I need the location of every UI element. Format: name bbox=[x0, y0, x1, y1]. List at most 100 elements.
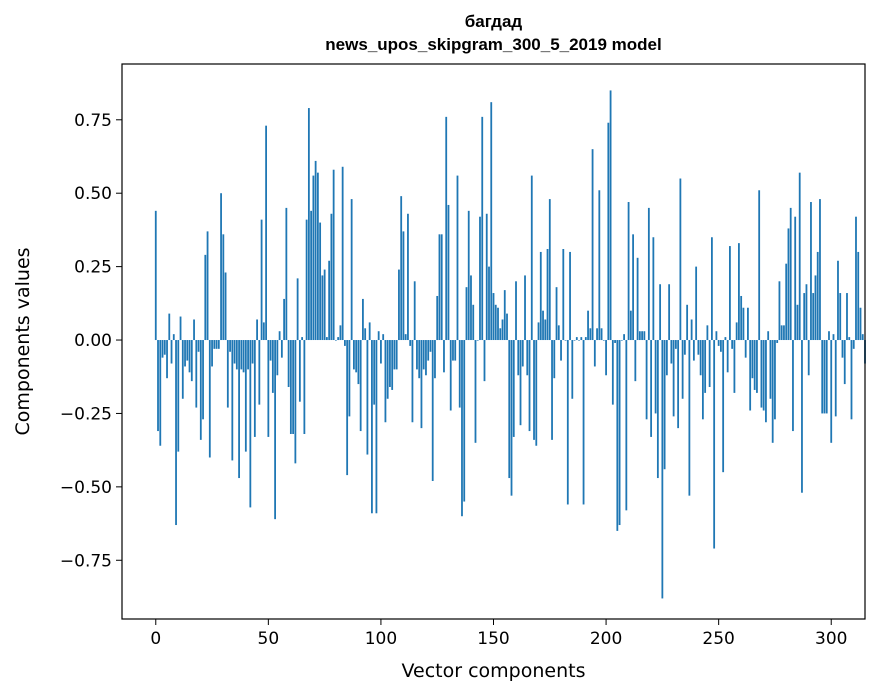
bar bbox=[168, 313, 171, 341]
bar bbox=[492, 293, 495, 341]
bar bbox=[328, 260, 331, 341]
bar bbox=[188, 340, 191, 373]
bar bbox=[197, 340, 200, 352]
bar bbox=[832, 334, 835, 341]
bar bbox=[859, 307, 862, 341]
bar bbox=[278, 331, 281, 341]
bar bbox=[519, 340, 522, 426]
bar bbox=[193, 319, 195, 341]
bar bbox=[458, 340, 461, 408]
bar bbox=[280, 340, 283, 358]
bar bbox=[271, 340, 274, 393]
bar bbox=[238, 340, 240, 479]
bar bbox=[172, 334, 175, 341]
bar bbox=[420, 340, 423, 429]
y-tick-label: −0.75 bbox=[60, 551, 112, 571]
x-axis-label: Vector components bbox=[402, 660, 586, 682]
bar bbox=[434, 340, 436, 379]
bar bbox=[161, 340, 164, 358]
bar bbox=[287, 340, 290, 388]
bar bbox=[483, 340, 486, 382]
bar bbox=[587, 310, 589, 341]
bar bbox=[557, 325, 560, 341]
bar bbox=[470, 275, 472, 341]
bar bbox=[544, 319, 547, 341]
bar bbox=[312, 175, 315, 341]
bar bbox=[778, 281, 781, 341]
bar bbox=[747, 307, 749, 341]
bar bbox=[855, 216, 857, 341]
bar bbox=[364, 328, 367, 341]
bar bbox=[668, 284, 671, 341]
bar bbox=[334, 340, 337, 341]
bar bbox=[643, 331, 646, 341]
bar bbox=[436, 295, 439, 341]
bar bbox=[841, 340, 844, 358]
bar bbox=[632, 234, 634, 341]
bar bbox=[796, 304, 799, 341]
bar bbox=[467, 210, 470, 341]
bar bbox=[785, 263, 788, 341]
bar bbox=[665, 340, 668, 376]
bar bbox=[371, 340, 373, 514]
bar bbox=[821, 340, 824, 414]
bar-series bbox=[154, 90, 866, 599]
bar bbox=[222, 234, 225, 341]
bar bbox=[157, 340, 159, 432]
bar bbox=[690, 319, 693, 341]
bar bbox=[656, 340, 659, 479]
bar bbox=[589, 328, 592, 341]
bar bbox=[416, 340, 418, 370]
y-tick-label: 0.25 bbox=[74, 258, 112, 278]
bar bbox=[206, 231, 209, 341]
bar bbox=[154, 210, 157, 341]
bar bbox=[611, 340, 614, 405]
bar bbox=[422, 340, 425, 370]
bar bbox=[501, 319, 504, 341]
bar bbox=[591, 149, 594, 341]
bar bbox=[524, 275, 526, 341]
x-tick-label: 150 bbox=[477, 629, 509, 649]
bar bbox=[720, 340, 722, 352]
bar bbox=[310, 210, 313, 341]
bar bbox=[276, 340, 279, 376]
bar bbox=[481, 116, 484, 341]
bar bbox=[231, 340, 234, 461]
bar bbox=[620, 340, 623, 341]
bar bbox=[298, 340, 301, 402]
bar bbox=[449, 340, 452, 411]
bar bbox=[548, 199, 551, 341]
bar bbox=[353, 340, 355, 370]
bar bbox=[650, 340, 653, 437]
bar bbox=[805, 284, 808, 341]
bar bbox=[726, 340, 729, 373]
bar bbox=[359, 340, 362, 432]
bar bbox=[510, 340, 513, 496]
bar bbox=[429, 340, 432, 352]
bar bbox=[490, 102, 493, 341]
bar bbox=[409, 340, 412, 346]
bar bbox=[166, 340, 168, 379]
bar bbox=[184, 340, 186, 367]
bar bbox=[711, 237, 713, 341]
bar bbox=[269, 340, 272, 361]
bar bbox=[792, 340, 794, 432]
bar bbox=[362, 298, 364, 341]
bar bbox=[204, 254, 207, 341]
bar bbox=[625, 340, 628, 511]
bar bbox=[508, 340, 511, 479]
bar bbox=[526, 340, 529, 376]
bar bbox=[301, 337, 304, 341]
bar bbox=[407, 213, 409, 341]
bar bbox=[292, 340, 295, 434]
bar bbox=[515, 281, 517, 341]
bar bbox=[701, 340, 704, 420]
bar bbox=[220, 193, 222, 341]
bar bbox=[373, 340, 376, 405]
chart-subtitle: news_upos_skipgram_300_5_2019 model bbox=[325, 35, 662, 54]
bar bbox=[852, 340, 855, 349]
bar bbox=[472, 304, 475, 341]
bar bbox=[765, 340, 767, 423]
bar bbox=[717, 340, 720, 346]
bar bbox=[411, 340, 414, 423]
